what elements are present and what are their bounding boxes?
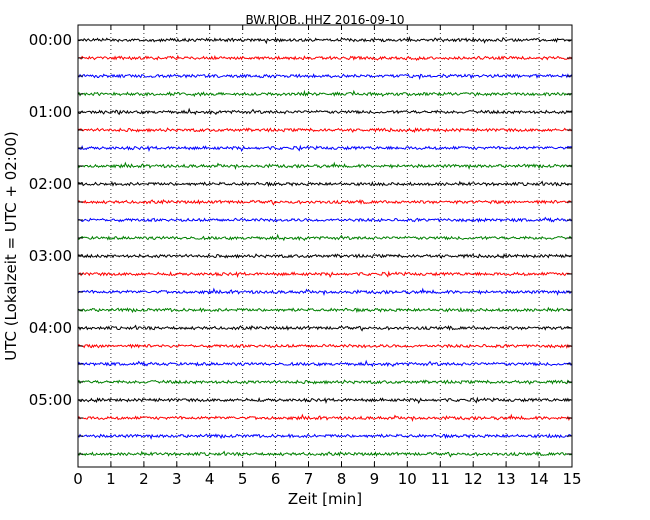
x-tick-label-14: 14 (530, 470, 549, 488)
x-tick-label-13: 13 (497, 470, 516, 488)
x-tick-label-2: 2 (139, 470, 149, 488)
seismogram-traces (77, 36, 573, 458)
trace-0100 (77, 107, 573, 116)
y-tick-label-0100: 01:00 (29, 103, 72, 121)
x-tick-label-1: 1 (106, 470, 116, 488)
trace-0145 (77, 161, 573, 170)
trace-0200 (77, 180, 573, 188)
trace-0345 (77, 306, 573, 314)
x-tick-label-7: 7 (304, 470, 314, 488)
y-axis-ticks: 00:00 01:00 02:00 03:00 04:00 05:00 (29, 31, 572, 455)
y-tick-label-0300: 03:00 (29, 247, 72, 265)
x-axis-label: Zeit [min] (288, 490, 362, 508)
x-tick-label-11: 11 (431, 470, 450, 488)
trace-0245 (77, 233, 573, 242)
x-tick-label-5: 5 (238, 470, 248, 488)
trace-0030 (77, 73, 573, 81)
y-axis-label: UTC (Lokalzeit = UTC + 02:00) (2, 131, 20, 361)
trace-0230 (77, 216, 573, 223)
trace-0045 (77, 89, 573, 98)
x-tick-label-6: 6 (271, 470, 281, 488)
trace-0330 (77, 287, 573, 296)
vertical-grid-lines (110, 25, 540, 467)
trace-0000 (77, 36, 573, 45)
trace-0500 (77, 396, 573, 405)
trace-0130 (77, 144, 573, 153)
y-tick-label-0400: 04:00 (29, 319, 72, 337)
y-tick-label-0500: 05:00 (29, 391, 72, 409)
trace-0015 (77, 54, 573, 62)
x-axis-ticks: 0 1 2 3 4 5 6 7 8 9 10 11 12 13 14 15 (73, 25, 582, 488)
x-tick-label-8: 8 (337, 470, 347, 488)
chart-title: BW.RJOB..HHZ 2016-09-10 (245, 13, 404, 27)
x-tick-label-3: 3 (172, 470, 182, 488)
trace-0400 (77, 324, 573, 332)
trace-0430 (77, 359, 573, 368)
x-tick-label-15: 15 (562, 470, 581, 488)
trace-0215 (77, 199, 573, 206)
trace-0315 (77, 270, 573, 279)
x-tick-label-4: 4 (205, 470, 215, 488)
x-tick-label-0: 0 (73, 470, 83, 488)
plot-frame (77, 24, 573, 468)
y-tick-label-0000: 00:00 (29, 31, 72, 49)
trace-0445 (77, 379, 573, 385)
trace-0530 (77, 433, 573, 440)
trace-0115 (77, 127, 573, 134)
y-tick-label-0200: 02:00 (29, 175, 72, 193)
trace-0300 (77, 253, 573, 260)
x-tick-label-10: 10 (398, 470, 417, 488)
x-tick-label-12: 12 (464, 470, 483, 488)
x-tick-label-9: 9 (370, 470, 380, 488)
trace-0545 (77, 450, 573, 458)
trace-0415 (77, 343, 573, 349)
trace-0515 (77, 413, 573, 422)
